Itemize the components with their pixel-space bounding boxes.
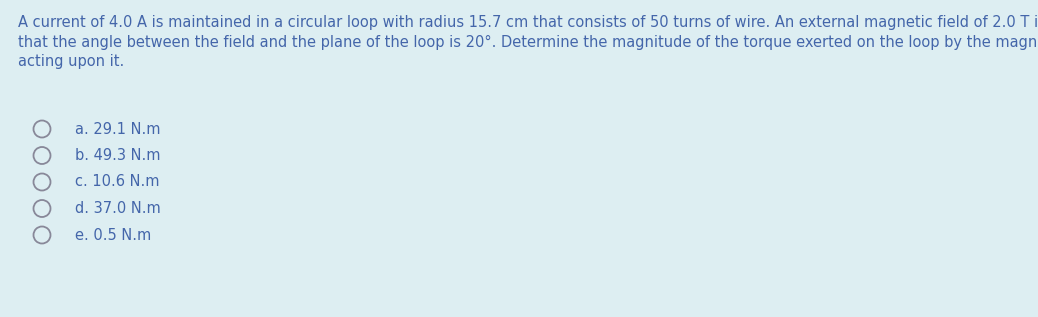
Text: acting upon it.: acting upon it. xyxy=(18,54,125,69)
Text: A current of 4.0 A is maintained in a circular loop with radius 15.7 cm that con: A current of 4.0 A is maintained in a ci… xyxy=(18,15,1038,30)
Text: b. 49.3 N.m: b. 49.3 N.m xyxy=(75,148,161,163)
Text: e. 0.5 N.m: e. 0.5 N.m xyxy=(75,228,152,243)
Text: a. 29.1 N.m: a. 29.1 N.m xyxy=(75,121,161,137)
Text: c. 10.6 N.m: c. 10.6 N.m xyxy=(75,174,160,190)
Text: d. 37.0 N.m: d. 37.0 N.m xyxy=(75,201,161,216)
Text: that the angle between the field and the plane of the loop is 20°. Determine the: that the angle between the field and the… xyxy=(18,35,1038,49)
